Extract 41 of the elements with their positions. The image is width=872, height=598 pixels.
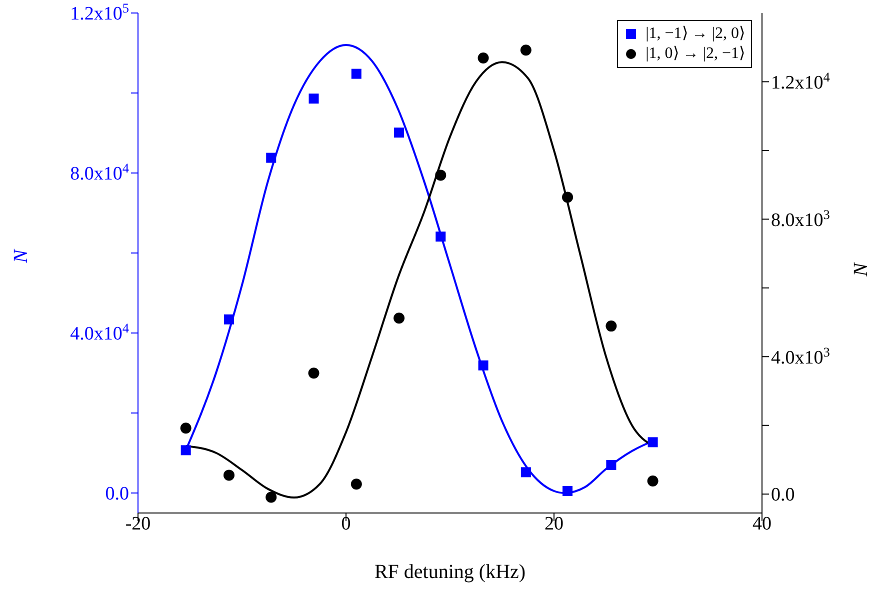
point [350, 478, 362, 490]
y2-tick-label: 8.0x10$^{3}$ [771, 206, 830, 231]
point [351, 68, 362, 79]
point [606, 320, 617, 332]
point [266, 152, 276, 163]
x-tick-label: 0 [341, 514, 351, 535]
y-tick-label: 1.2x10$^{5}$ [70, 0, 130, 25]
point [180, 422, 192, 434]
point [520, 467, 531, 478]
legend-label: |1, 0⟩ → |2, −1⟩ [646, 44, 745, 64]
legend-label: |1, −1⟩ → |2, 0⟩ [646, 24, 745, 44]
y2-tick-label: 1.2x10$^{4}$ [771, 68, 830, 94]
y-tick-label: 4.0x10$^{4}$ [70, 320, 130, 345]
point [562, 192, 574, 203]
point [520, 44, 532, 56]
point [647, 476, 658, 487]
x-tick-label: -20 [125, 514, 151, 535]
x-tick-label: 20 [544, 514, 564, 535]
y-tick-label: 8.0x10$^{4}$ [70, 160, 130, 185]
point [308, 368, 320, 379]
x-tick-label: 40 [752, 514, 772, 535]
point [436, 232, 446, 242]
x-axis-title: RF detuning (kHz) [374, 561, 526, 583]
point [648, 437, 658, 448]
point [606, 460, 616, 470]
point [180, 445, 191, 456]
point [394, 128, 404, 138]
y-tick-label: 0.0 [105, 484, 129, 505]
point [478, 360, 488, 370]
point [224, 470, 234, 481]
point [224, 314, 234, 324]
y2-tick-label: 0.0 [771, 484, 795, 506]
point [435, 170, 446, 181]
point [478, 52, 489, 64]
point [562, 486, 573, 496]
point [266, 492, 277, 503]
y-axis-title: N [10, 248, 32, 264]
y2-axis-title: N [850, 261, 872, 278]
y2-tick-label: 4.0x10$^{3}$ [771, 344, 830, 368]
point [394, 312, 405, 324]
point [308, 94, 319, 104]
